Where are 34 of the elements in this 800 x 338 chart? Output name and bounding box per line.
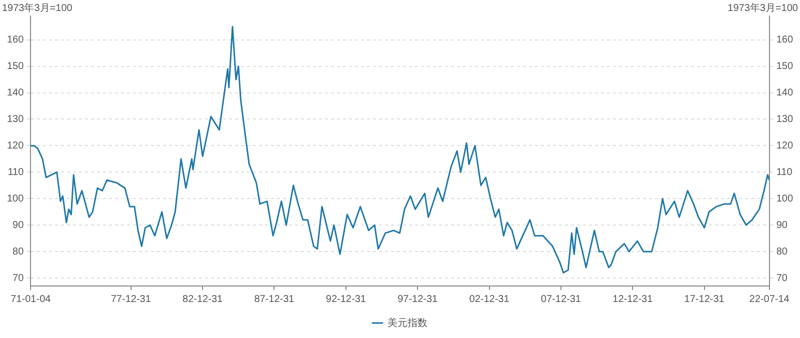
y-tick-label: 140 — [6, 88, 24, 99]
x-tick-label: 07-12-31 — [540, 294, 582, 305]
y-tick-label: 130 — [6, 114, 24, 125]
y2-axis-title: 1973年3月=100 — [728, 2, 798, 14]
y-tick-label: 90 — [12, 220, 24, 231]
y-axis-title: 1973年3月=100 — [2, 2, 73, 14]
y-tick-label: 160 — [6, 34, 24, 46]
y2-tick-label: 80 — [776, 246, 788, 258]
y2-tick-label: 130 — [776, 114, 794, 125]
x-tick-label: 71-01-04 — [10, 294, 52, 305]
y-tick-label: 110 — [8, 166, 24, 178]
y2-tick-label: 160 — [776, 34, 794, 46]
y2-tick-label: 120 — [776, 140, 794, 152]
y2-tick-label: 70 — [776, 272, 788, 284]
y2-tick-label: 90 — [776, 220, 788, 231]
y-tick-label: 100 — [6, 193, 24, 204]
y-tick-label: 120 — [6, 140, 24, 152]
x-tick-label: 17-12-31 — [684, 294, 725, 305]
x-tick-label: 12-12-31 — [612, 294, 654, 305]
y2-tick-label: 100 — [776, 193, 794, 204]
y-tick-label: 150 — [6, 61, 24, 72]
x-tick-label: 92-12-31 — [326, 294, 366, 305]
y2-tick-label: 110 — [776, 166, 793, 178]
x-tick-label: 77-12-31 — [110, 294, 152, 305]
y-tick-label: 70 — [12, 272, 24, 284]
y-tick-label: 80 — [12, 246, 24, 258]
x-tick-label: 02-12-31 — [469, 294, 510, 305]
x-tick-label: 87-12-31 — [254, 294, 295, 305]
y2-tick-label: 140 — [776, 88, 794, 99]
legend-label: 美元指数 — [388, 316, 428, 329]
y2-tick-label: 150 — [776, 61, 794, 72]
x-tick-label: 22-07-14 — [749, 294, 790, 305]
x-tick-label: 82-12-31 — [182, 294, 224, 305]
x-tick-label: 97-12-31 — [398, 294, 438, 305]
